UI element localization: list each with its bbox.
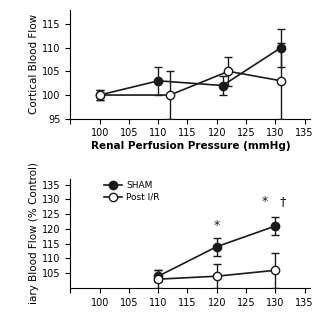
- X-axis label: Renal Perfusion Pressure (mmHg): Renal Perfusion Pressure (mmHg): [91, 141, 290, 151]
- Y-axis label: Cortical Blood Flow: Cortical Blood Flow: [29, 14, 39, 114]
- Text: †: †: [279, 195, 285, 208]
- Y-axis label: iary Blood Flow (% Control): iary Blood Flow (% Control): [29, 163, 39, 304]
- Text: *: *: [262, 195, 268, 208]
- Legend: SHAM, Post I/R: SHAM, Post I/R: [104, 181, 160, 202]
- Text: *: *: [214, 219, 220, 232]
